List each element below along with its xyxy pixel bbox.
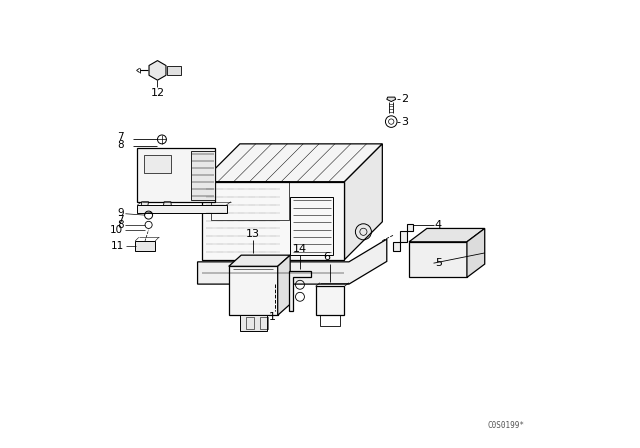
- Text: 11: 11: [111, 241, 124, 251]
- Polygon shape: [202, 144, 382, 182]
- Bar: [240, 315, 267, 331]
- Polygon shape: [467, 228, 484, 277]
- Polygon shape: [394, 224, 413, 251]
- Bar: [191, 151, 216, 199]
- Text: 6: 6: [323, 252, 330, 263]
- Bar: [144, 155, 171, 173]
- Text: 2: 2: [401, 95, 408, 104]
- Bar: [260, 318, 268, 329]
- Bar: [202, 182, 344, 260]
- Bar: [316, 286, 344, 315]
- Polygon shape: [387, 97, 396, 102]
- Bar: [135, 241, 156, 251]
- Bar: [291, 197, 333, 255]
- Polygon shape: [198, 239, 387, 284]
- Polygon shape: [149, 60, 166, 80]
- Text: 7: 7: [118, 132, 124, 142]
- Text: 10: 10: [110, 225, 124, 235]
- Polygon shape: [140, 202, 148, 213]
- Bar: [246, 318, 255, 329]
- Polygon shape: [228, 255, 290, 266]
- Text: 8: 8: [118, 220, 124, 230]
- Polygon shape: [344, 144, 382, 260]
- Polygon shape: [278, 255, 290, 315]
- Text: C0S0199*: C0S0199*: [488, 421, 525, 430]
- Text: 4: 4: [435, 220, 442, 230]
- Bar: [138, 148, 216, 202]
- Bar: [320, 315, 340, 327]
- Bar: [211, 181, 289, 220]
- Polygon shape: [289, 271, 311, 311]
- Bar: [409, 242, 467, 277]
- Bar: [228, 266, 278, 315]
- Polygon shape: [409, 228, 484, 242]
- Bar: [167, 66, 180, 75]
- Text: 9: 9: [118, 208, 124, 218]
- Text: 7: 7: [118, 215, 124, 225]
- Text: 12: 12: [150, 88, 164, 98]
- Text: 5: 5: [435, 258, 442, 268]
- Text: 14: 14: [293, 244, 307, 254]
- Text: 3: 3: [401, 116, 408, 127]
- Text: 1: 1: [269, 313, 276, 323]
- Text: 8: 8: [118, 140, 124, 150]
- Bar: [138, 205, 227, 213]
- Polygon shape: [162, 202, 172, 213]
- Text: 13: 13: [246, 229, 260, 239]
